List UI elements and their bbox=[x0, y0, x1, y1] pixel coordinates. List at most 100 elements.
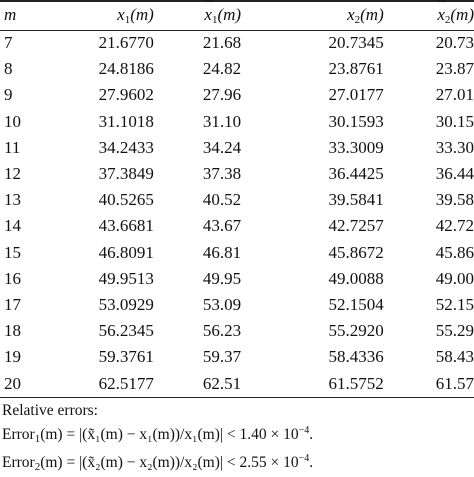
cell-xt1: 34.24 bbox=[202, 137, 242, 157]
error1-line: Error1(m) = |(x̃₁(m) − x₁(m))/x₁(m)| < 1… bbox=[2, 421, 472, 449]
cell-x1: 37.3849 bbox=[98, 164, 154, 184]
header-x2-sub: 2 bbox=[354, 13, 361, 26]
cell-xt1: 21.68 bbox=[202, 33, 242, 53]
cell-x1: 49.9513 bbox=[98, 268, 154, 288]
cell-xt2: 42.72 bbox=[435, 216, 474, 236]
header-x2-base: x bbox=[347, 4, 355, 24]
cell-xt2: 45.86 bbox=[435, 242, 474, 262]
header-xt1-arg: (m) bbox=[217, 4, 242, 24]
error2-end: . bbox=[309, 454, 314, 471]
cell-xt1: 59.37 bbox=[202, 347, 242, 367]
table-row: 13 40.5265 40.52 39.5841 39.58 bbox=[0, 187, 474, 213]
cell-m: 15 bbox=[4, 242, 21, 262]
top-rule bbox=[0, 0, 474, 2]
cell-x1: 27.9602 bbox=[98, 85, 154, 105]
header-xt2-arg: (m) bbox=[450, 4, 474, 24]
cell-m: 11 bbox=[4, 137, 21, 157]
cell-x1: 40.5265 bbox=[98, 190, 154, 210]
cell-xt2: 49.00 bbox=[435, 268, 474, 288]
error1-end: . bbox=[309, 426, 314, 443]
cell-xt2: 33.30 bbox=[435, 137, 474, 157]
cell-xt2: 36.44 bbox=[435, 164, 474, 184]
cell-x1: 31.1018 bbox=[98, 111, 154, 131]
header-m-label: m bbox=[4, 5, 17, 24]
error2-expr: (m) = |(x̃₂(m) − x₂(m))/x₂(m)| < 2.55 × … bbox=[40, 454, 299, 471]
table-notes: Relative errors: Error1(m) = |(x̃₁(m) − … bbox=[2, 401, 472, 477]
table-row: 19 59.3761 59.37 58.4336 58.43 bbox=[0, 344, 474, 370]
header-x2: x2(m) bbox=[241, 0, 384, 30]
cell-xt1: 62.51 bbox=[202, 373, 242, 393]
cell-m: 14 bbox=[4, 216, 21, 236]
header-xt1-sub: 1 bbox=[211, 13, 218, 26]
cell-xt2: 27.01 bbox=[435, 85, 474, 105]
table-row: 12 37.3849 37.38 36.4425 36.44 bbox=[0, 161, 474, 187]
cell-m: 8 bbox=[4, 59, 13, 79]
cell-x1: 56.2345 bbox=[98, 321, 154, 341]
cell-x2: 27.0177 bbox=[328, 85, 384, 105]
header-x1-sub: 1 bbox=[124, 13, 131, 26]
cell-xt2: 61.57 bbox=[435, 373, 474, 393]
table-row: 15 46.8091 46.81 45.8672 45.86 bbox=[0, 240, 474, 266]
error1-exp: −4 bbox=[298, 425, 310, 436]
cell-x1: 53.0929 bbox=[98, 294, 154, 314]
header-xt2: x2(m) bbox=[384, 0, 474, 30]
cell-x2: 33.3009 bbox=[328, 137, 384, 157]
cell-x2: 23.8761 bbox=[328, 59, 384, 79]
table-row: 16 49.9513 49.95 49.0088 49.00 bbox=[0, 266, 474, 292]
error1-expr: (m) = |(x̃₁(m) − x₁(m))/x₁(m)| < 1.40 × … bbox=[40, 426, 299, 443]
cell-x1: 43.6681 bbox=[98, 216, 154, 236]
cell-xt2: 30.15 bbox=[435, 111, 474, 131]
cell-m: 20 bbox=[4, 373, 21, 393]
cell-xt2: 52.15 bbox=[435, 294, 474, 314]
cell-xt1: 31.10 bbox=[202, 111, 242, 131]
error1-sub: 1 bbox=[34, 433, 41, 445]
header-m: m bbox=[0, 0, 50, 30]
cell-x2: 49.0088 bbox=[328, 268, 384, 288]
cell-m: 17 bbox=[4, 294, 21, 314]
table-row: 10 31.1018 31.10 30.1593 30.15 bbox=[0, 109, 474, 135]
error1-label: Error bbox=[2, 426, 35, 443]
header-xt2-base: x bbox=[437, 0, 445, 25]
cell-m: 19 bbox=[4, 347, 21, 367]
header-x1-base: x bbox=[117, 4, 125, 24]
bottom-rule bbox=[0, 397, 474, 398]
cell-xt1: 56.23 bbox=[202, 321, 242, 341]
results-table: m x1(m) x1(m) x2(m) x2(m) 7 21.6770 21.6… bbox=[0, 0, 474, 397]
table-row: 20 62.5177 62.51 61.5752 61.57 bbox=[0, 370, 474, 396]
cell-m: 18 bbox=[4, 321, 21, 341]
table-row: 14 43.6681 43.67 42.7257 42.72 bbox=[0, 213, 474, 239]
cell-m: 13 bbox=[4, 190, 21, 210]
cell-xt2: 39.58 bbox=[435, 190, 474, 210]
cell-x1: 34.2433 bbox=[98, 137, 154, 157]
notes-title: Relative errors: bbox=[2, 402, 98, 419]
header-xt1: x1(m) bbox=[154, 0, 241, 30]
cell-xt1: 24.82 bbox=[202, 59, 242, 79]
cell-x2: 45.8672 bbox=[328, 242, 384, 262]
table-row: 7 21.6770 21.68 20.7345 20.73 bbox=[0, 30, 474, 56]
cell-m: 16 bbox=[4, 268, 21, 288]
cell-xt2: 58.43 bbox=[435, 347, 474, 367]
cell-xt1: 37.38 bbox=[202, 164, 242, 184]
cell-x1: 59.3761 bbox=[98, 347, 154, 367]
cell-m: 12 bbox=[4, 164, 21, 184]
cell-x2: 30.1593 bbox=[328, 111, 384, 131]
cell-xt2: 20.73 bbox=[435, 33, 474, 53]
cell-x2: 52.1504 bbox=[328, 294, 384, 314]
cell-xt2: 55.29 bbox=[435, 321, 474, 341]
table-row: 17 53.0929 53.09 52.1504 52.15 bbox=[0, 292, 474, 318]
cell-xt1: 43.67 bbox=[202, 216, 242, 236]
cell-x1: 46.8091 bbox=[98, 242, 154, 262]
cell-xt1: 40.52 bbox=[202, 190, 242, 210]
header-x2-arg: (m) bbox=[360, 4, 384, 24]
cell-x1: 21.6770 bbox=[98, 33, 154, 53]
cell-x2: 61.5752 bbox=[328, 373, 384, 393]
error2-exp: −4 bbox=[298, 453, 310, 464]
cell-x2: 55.2920 bbox=[328, 321, 384, 341]
header-x1: x1(m) bbox=[50, 0, 154, 30]
cell-m: 10 bbox=[4, 111, 21, 131]
cell-x1: 24.8186 bbox=[98, 59, 154, 79]
table-row: 9 27.9602 27.96 27.0177 27.01 bbox=[0, 82, 474, 108]
cell-x2: 36.4425 bbox=[328, 164, 384, 184]
table-row: 18 56.2345 56.23 55.2920 55.29 bbox=[0, 318, 474, 344]
cell-xt1: 53.09 bbox=[202, 294, 242, 314]
